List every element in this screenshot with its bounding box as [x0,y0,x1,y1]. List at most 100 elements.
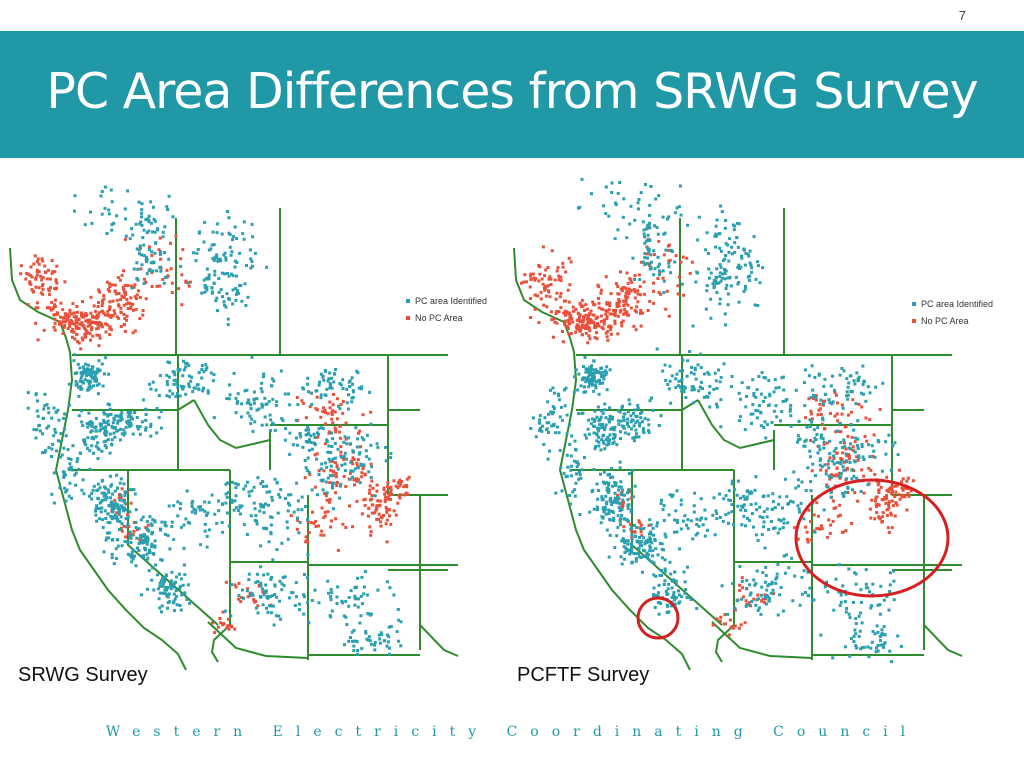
map-dot [65,488,69,492]
map-dot [755,569,759,573]
map-dot [769,591,773,595]
map-dot [893,484,897,488]
map-dot [223,272,226,276]
map-dot [638,541,642,545]
map-dot [190,510,194,514]
map-dot [857,402,861,406]
map-dot [262,526,266,530]
map-dot [577,372,581,376]
map-dot [604,423,608,427]
map-dot [593,368,596,372]
map-dot [84,374,88,378]
map-dot [91,421,95,425]
map-dot [675,596,678,600]
map-dot [697,215,701,219]
map-dot [809,409,813,413]
map-dot [52,313,56,317]
map-dot [639,527,643,531]
map-dot [170,579,174,583]
map-dot [357,452,361,456]
map-dot [403,493,407,497]
map-dot [265,606,268,610]
map-dot [906,486,910,490]
map-dot [104,517,108,520]
map-dot [764,596,767,600]
map-dot [613,312,617,316]
map-dot [694,377,698,381]
map-dot [186,281,190,285]
map-dot [763,580,767,584]
map-dot [604,437,608,441]
map-dot [831,519,835,523]
map-dot [730,245,734,249]
map-dot [848,616,852,620]
map-dot [158,581,162,585]
map-dot [217,277,221,280]
map-dot [673,530,676,534]
map-dot [83,223,87,227]
map-dot [260,390,264,394]
map-dot [77,317,81,321]
map-dot [184,517,188,521]
map-dot [574,368,578,372]
map-dot [86,373,90,377]
map-dot [572,309,576,313]
map-dot [827,466,831,470]
map-dot [55,449,58,453]
map-dot [745,395,748,398]
map-dot [97,333,101,337]
map-dot [356,437,359,441]
map-dot [684,396,688,399]
map-dot [883,495,887,499]
map-dot [69,457,73,461]
map-dot [596,497,600,501]
map-dot [304,416,308,420]
map-dot [737,300,741,304]
map-dot [602,318,606,322]
map-dot [709,271,713,275]
map-dot [45,403,49,407]
map-dot [592,507,596,511]
map-dot [330,445,334,448]
map-dot [761,400,765,403]
map-dot [633,296,637,300]
map-dot [181,387,185,391]
map-dot [180,384,183,388]
map-dot [312,432,316,436]
map-dot [611,501,614,504]
map-dot [273,592,277,596]
map-dot [569,464,573,468]
map-dot [656,521,659,525]
map-dot [58,320,62,324]
map-dot [634,557,638,561]
map-dot [235,274,238,278]
map-dot [539,290,543,294]
map-dot [837,563,841,567]
map-dot [231,274,235,278]
map-dot [719,279,723,283]
map-dot [679,213,683,217]
map-dot [347,436,351,440]
map-dot [144,537,148,541]
map-dot [723,269,727,273]
map-dot [87,382,91,386]
map-dot [272,623,276,627]
map-dot [620,324,624,328]
map-dot [683,591,687,595]
map-dot [668,364,672,368]
map-dot [588,337,592,341]
map-dot [67,457,71,460]
map-dot [75,305,79,308]
map-dot [779,586,783,589]
map-dot [682,293,685,297]
map-dot [756,608,760,612]
map-dot [80,409,84,413]
map-dot [135,425,139,428]
map-dot [210,290,214,294]
map-dot [70,330,74,333]
map-dot [246,295,250,299]
map-dot [881,515,885,519]
map-dot [594,380,598,384]
map-dot [111,426,115,430]
map-dot [629,542,633,546]
